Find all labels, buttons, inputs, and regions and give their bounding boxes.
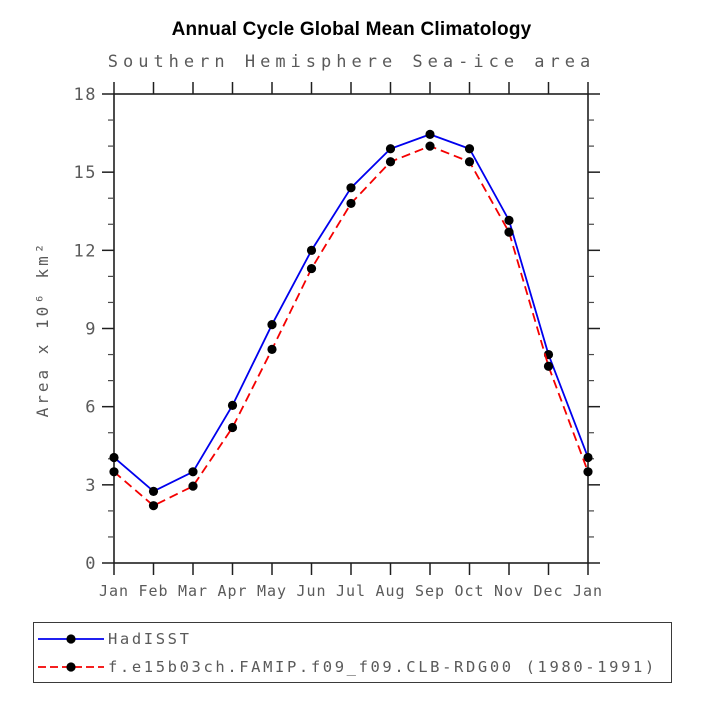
data-point (385, 144, 396, 154)
legend-row-hadisst: HadISST (34, 625, 671, 653)
data-point (306, 245, 317, 255)
chart-subtitle: Southern Hemisphere Sea-ice area (107, 52, 596, 72)
x-tick-label: Aug (375, 582, 405, 600)
y-tick-label: 6 (85, 398, 97, 418)
x-tick-label: May (257, 582, 287, 600)
x-tick-label: Oct (454, 582, 484, 600)
chart-title: Annual Cycle Global Mean Climatology (171, 19, 532, 40)
y-tick-label: 9 (85, 320, 97, 340)
legend-sample-hadisst-line-icon (38, 633, 104, 644)
x-tick-label: Mar (178, 582, 208, 600)
data-point (425, 141, 435, 151)
x-tick-label: Jan (99, 582, 129, 600)
x-tick-label: Nov (494, 582, 524, 600)
data-point (109, 452, 119, 463)
data-point (425, 129, 435, 139)
data-point (148, 501, 159, 511)
x-tick-label: Apr (217, 582, 247, 600)
data-point (346, 183, 356, 193)
y-tick-label: 3 (85, 476, 97, 496)
y-tick-label: 15 (74, 163, 97, 183)
data-point (583, 467, 593, 477)
data-point (346, 198, 356, 209)
data-point (188, 481, 198, 491)
data-point (583, 452, 593, 463)
data-point (188, 467, 198, 477)
x-tick-label: Jul (336, 582, 366, 600)
y-tick-label: 18 (74, 85, 97, 105)
data-point (148, 486, 159, 496)
data-point (267, 319, 277, 330)
legend-sample-model-line-icon (38, 661, 104, 672)
x-tick-label: Dec (533, 582, 563, 600)
data-point (464, 157, 475, 167)
x-tick-label: Jun (296, 582, 326, 600)
legend-row-model: f.e15b03ch.FAMIP.f09_f09.CLB-RDG00 (1980… (34, 653, 671, 681)
data-point (227, 422, 238, 433)
data-point (504, 227, 514, 237)
data-point (267, 344, 277, 354)
plot-frame (113, 93, 589, 564)
data-point (543, 361, 554, 371)
x-tick-label: Sep (415, 582, 445, 600)
legend-box: HadISST f.e15b03ch.FAMIP.f09_f09.CLB-RDG… (33, 622, 672, 683)
y-axis-label: Area x 10⁶ km² (33, 241, 52, 418)
data-point (109, 467, 119, 477)
data-point (464, 144, 475, 154)
legend-label-model: f.e15b03ch.FAMIP.f09_f09.CLB-RDG00 (1980… (108, 657, 657, 676)
y-tick-label: 0 (85, 554, 97, 574)
data-point (227, 400, 238, 410)
data-point (504, 215, 514, 225)
legend-label-hadisst: HadISST (108, 629, 192, 648)
legend-marker (66, 633, 76, 644)
data-point (306, 263, 317, 274)
x-tick-label: Feb (138, 582, 168, 600)
x-tick-label: Jan (573, 582, 603, 600)
y-tick-label: 12 (74, 241, 97, 261)
data-point (385, 157, 396, 167)
legend-marker (66, 661, 76, 672)
